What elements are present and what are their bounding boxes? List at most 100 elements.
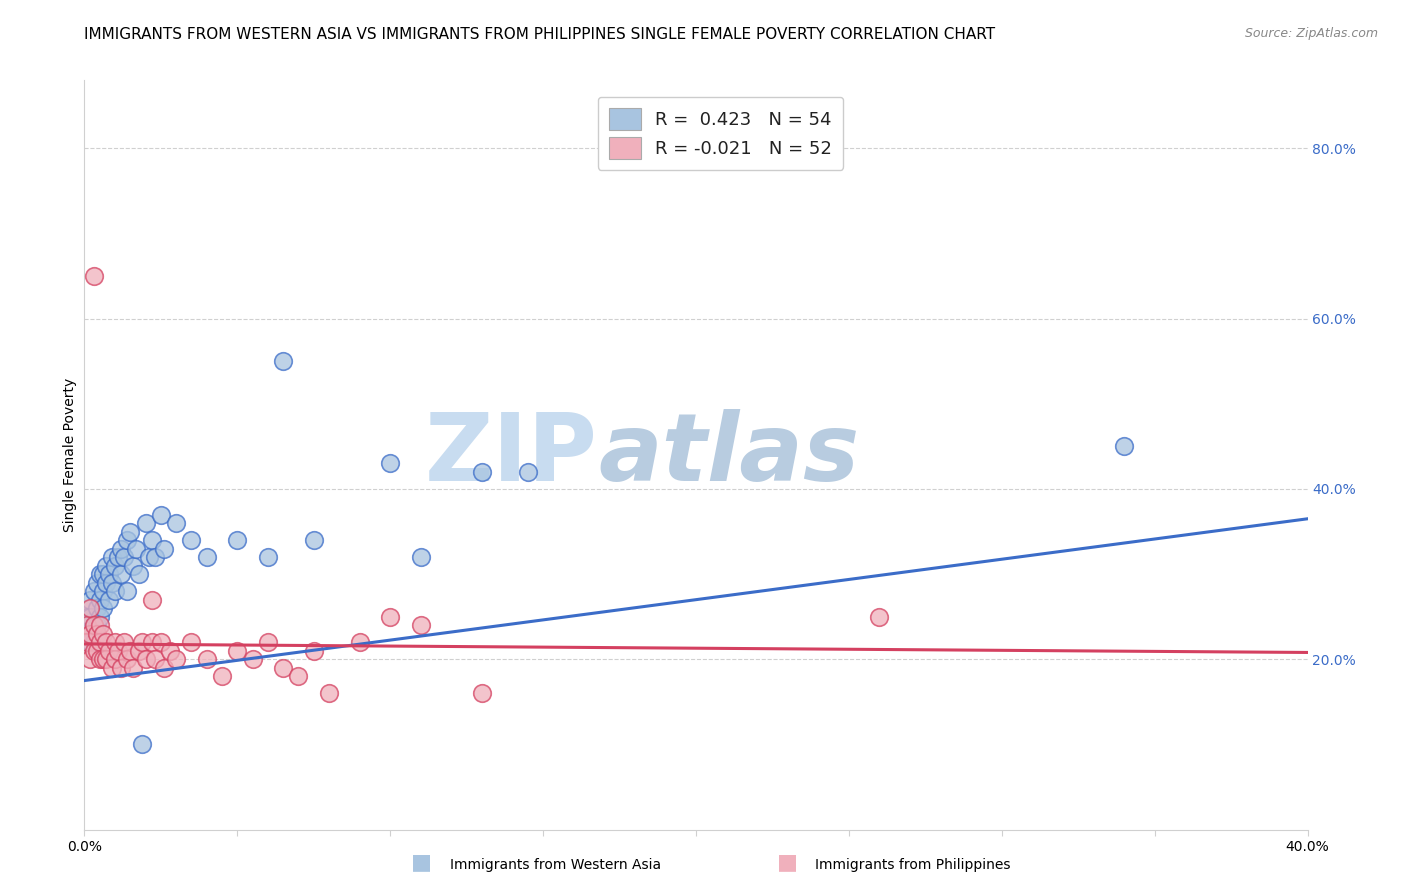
Point	[271, 354, 294, 368]
Point	[302, 644, 325, 658]
Point	[271, 661, 294, 675]
Legend: R =  0.423   N = 54, R = -0.021   N = 52: R = 0.423 N = 54, R = -0.021 N = 52	[598, 97, 844, 169]
Point	[83, 644, 105, 658]
Point	[159, 644, 181, 658]
Point	[86, 618, 108, 632]
Point	[409, 618, 432, 632]
Point	[86, 626, 108, 640]
Y-axis label: Single Female Poverty: Single Female Poverty	[63, 378, 77, 532]
Point	[143, 550, 166, 565]
Point	[79, 652, 101, 666]
Point	[165, 516, 187, 530]
Point	[120, 524, 142, 539]
Point	[101, 550, 124, 565]
Point	[149, 635, 172, 649]
Point	[101, 575, 124, 590]
Point	[141, 635, 163, 649]
Point	[122, 558, 145, 573]
Point	[79, 592, 101, 607]
Point	[302, 533, 325, 547]
Point	[287, 669, 309, 683]
Point	[869, 609, 891, 624]
Point	[318, 686, 340, 700]
Point	[79, 626, 101, 640]
Text: ■: ■	[778, 853, 797, 872]
Point	[79, 609, 101, 624]
Point	[83, 618, 105, 632]
Point	[97, 644, 120, 658]
Point	[115, 584, 138, 599]
Point	[104, 584, 127, 599]
Point	[143, 652, 166, 666]
Point	[86, 575, 108, 590]
Point	[138, 550, 160, 565]
Point	[83, 635, 105, 649]
Point	[131, 635, 153, 649]
Point	[79, 635, 101, 649]
Point	[83, 269, 105, 284]
Point	[110, 661, 132, 675]
Point	[409, 550, 432, 565]
Point	[516, 465, 538, 479]
Point	[380, 457, 402, 471]
Point	[91, 584, 114, 599]
Point	[257, 635, 280, 649]
Text: Immigrants from Western Asia: Immigrants from Western Asia	[450, 858, 661, 872]
Point	[89, 609, 111, 624]
Text: ■: ■	[412, 853, 432, 872]
Point	[115, 652, 138, 666]
Point	[110, 567, 132, 582]
Point	[94, 635, 117, 649]
Point	[141, 533, 163, 547]
Point	[242, 652, 264, 666]
Point	[112, 635, 135, 649]
Point	[135, 652, 157, 666]
Point	[76, 609, 98, 624]
Point	[380, 609, 402, 624]
Point	[180, 533, 202, 547]
Point	[211, 669, 233, 683]
Point	[89, 567, 111, 582]
Point	[97, 567, 120, 582]
Point	[104, 635, 127, 649]
Point	[112, 550, 135, 565]
Point	[94, 652, 117, 666]
Point	[86, 644, 108, 658]
Point	[141, 592, 163, 607]
Point	[94, 575, 117, 590]
Point	[86, 601, 108, 615]
Point	[131, 738, 153, 752]
Point	[91, 652, 114, 666]
Point	[180, 635, 202, 649]
Text: Source: ZipAtlas.com: Source: ZipAtlas.com	[1244, 27, 1378, 40]
Point	[226, 533, 249, 547]
Point	[128, 644, 150, 658]
Point	[471, 686, 494, 700]
Point	[91, 626, 114, 640]
Point	[89, 635, 111, 649]
Text: ZIP: ZIP	[425, 409, 598, 501]
Point	[89, 652, 111, 666]
Point	[257, 550, 280, 565]
Point	[76, 618, 98, 632]
Point	[120, 644, 142, 658]
Point	[91, 601, 114, 615]
Point	[115, 533, 138, 547]
Point	[104, 652, 127, 666]
Point	[89, 618, 111, 632]
Point	[349, 635, 371, 649]
Text: IMMIGRANTS FROM WESTERN ASIA VS IMMIGRANTS FROM PHILIPPINES SINGLE FEMALE POVERT: IMMIGRANTS FROM WESTERN ASIA VS IMMIGRAN…	[84, 27, 995, 42]
Point	[471, 465, 494, 479]
Point	[128, 567, 150, 582]
Point	[1114, 439, 1136, 453]
Point	[153, 541, 176, 556]
Point	[94, 558, 117, 573]
Point	[83, 618, 105, 632]
Point	[83, 584, 105, 599]
Point	[149, 508, 172, 522]
Point	[76, 626, 98, 640]
Point	[79, 601, 101, 615]
Point	[122, 661, 145, 675]
Text: Immigrants from Philippines: Immigrants from Philippines	[815, 858, 1011, 872]
Point	[125, 541, 148, 556]
